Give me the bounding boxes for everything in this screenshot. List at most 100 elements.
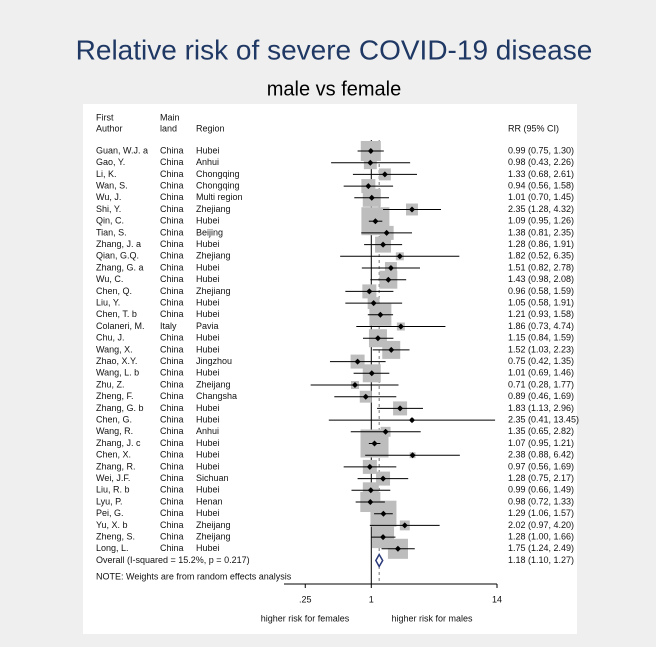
- point-estimate: [387, 265, 394, 271]
- land: China: [160, 297, 184, 307]
- rr-label: 1.51 (0.82, 2.78): [508, 262, 574, 272]
- region: Hubei: [196, 508, 220, 518]
- rr-label: 1.01 (0.69, 1.46): [508, 368, 574, 378]
- author: Li, K.: [96, 169, 117, 179]
- point-estimate: [401, 522, 408, 529]
- rr-label: 0.99 (0.66, 1.49): [508, 485, 574, 495]
- author: Yu, X. b: [96, 520, 128, 530]
- overall-diamond: [374, 552, 384, 569]
- author: Zhang, J. c: [96, 438, 141, 448]
- rr-label: 1.38 (0.81, 2.35): [508, 227, 574, 237]
- rr-label: 1.52 (1.03, 2.23): [508, 344, 574, 354]
- column-header: RR (95% CI): [508, 123, 559, 133]
- rr-label: 0.99 (0.75, 1.30): [508, 145, 574, 155]
- chart-subtitle: male vs female: [267, 78, 402, 100]
- land: China: [160, 356, 184, 366]
- region: Hubei: [196, 239, 220, 249]
- land: China: [160, 204, 184, 214]
- point-estimate: [371, 440, 378, 447]
- rr-label: 1.21 (0.93, 1.58): [508, 309, 574, 319]
- author: Chu, J.: [96, 333, 125, 343]
- region: Chongqing: [196, 169, 240, 179]
- rr-label: 1.83 (1.13, 2.96): [508, 403, 574, 413]
- x-caption: higher risk for females: [261, 613, 350, 623]
- rr-label: 0.96 (0.58, 1.59): [508, 286, 574, 296]
- region: Hubei: [196, 438, 220, 448]
- author: Qian, G.Q.: [96, 251, 139, 261]
- author: Lyu, P.: [96, 496, 123, 506]
- author: Shi, Y.: [96, 204, 121, 214]
- region: Zheijang: [196, 379, 231, 389]
- point-estimate: [380, 510, 387, 517]
- point-estimate: [370, 300, 377, 307]
- region: Hubei: [196, 485, 220, 495]
- rr-label: 1.29 (1.06, 1.57): [508, 508, 574, 518]
- point-estimate: [365, 183, 372, 190]
- region: Beijing: [196, 227, 223, 237]
- point-estimate: [380, 475, 387, 482]
- x-caption: higher risk for males: [391, 613, 473, 623]
- author: Liu, R. b: [96, 485, 130, 495]
- land: China: [160, 414, 184, 424]
- point-estimate: [374, 335, 381, 342]
- rr-label: 0.75 (0.42, 1.35): [508, 356, 574, 366]
- x-tick-label: 14: [492, 594, 502, 604]
- author: Wan, S.: [96, 180, 128, 190]
- author: Wu, J.: [96, 192, 121, 202]
- author: Colaneri, M.: [96, 321, 145, 331]
- column-header: Region: [196, 123, 225, 133]
- author: Zhang, G. a: [96, 262, 144, 272]
- author: Zheng, S.: [96, 531, 135, 541]
- region: Hubei: [196, 450, 220, 460]
- point-estimate: [381, 171, 388, 178]
- x-tick-label: 1: [369, 594, 374, 604]
- point-estimate: [368, 194, 375, 201]
- point-estimate: [367, 499, 374, 505]
- author: Zhang, R.: [96, 461, 136, 471]
- author: Wei, J.F.: [96, 473, 130, 483]
- rr-label: 1.28 (0.75, 2.17): [508, 473, 574, 483]
- point-estimate: [366, 463, 373, 470]
- land: China: [160, 391, 184, 401]
- author: Zhu, Z.: [96, 379, 125, 389]
- author: Chen, G.: [96, 414, 132, 424]
- land: China: [160, 344, 184, 354]
- point-estimate: [396, 253, 403, 260]
- land: China: [160, 286, 184, 296]
- region: Hubei: [196, 344, 220, 354]
- author: Zhang, G. b: [96, 403, 144, 413]
- region: Zhejiang: [196, 251, 231, 261]
- region: Hubei: [196, 216, 220, 226]
- region: Hubei: [196, 309, 220, 319]
- point-estimate: [388, 346, 395, 353]
- author: Pei, G.: [96, 508, 124, 518]
- author: Wu, C.: [96, 274, 123, 284]
- chart-title: Relative risk of severe COVID-19 disease: [76, 34, 593, 65]
- region: Anhui: [196, 157, 219, 167]
- point-estimate: [368, 370, 375, 377]
- land: China: [160, 239, 184, 249]
- rr-label: 1.05 (0.58, 1.91): [508, 297, 574, 307]
- point-estimate: [372, 218, 379, 225]
- rr-label: 1.07 (0.95, 1.21): [508, 438, 574, 448]
- rr-label: 1.18 (1.10, 1.27): [508, 555, 574, 565]
- land: China: [160, 461, 184, 471]
- region: Zheijang: [196, 531, 231, 541]
- land: China: [160, 379, 184, 389]
- region: Hubei: [196, 461, 220, 471]
- rr-label: 1.82 (0.52, 6.35): [508, 251, 574, 261]
- region: Hubei: [196, 297, 220, 307]
- point-estimate: [408, 417, 415, 424]
- land: China: [160, 157, 184, 167]
- rr-label: 1.09 (0.95, 1.26): [508, 216, 574, 226]
- overall-label: Overall (I-squared = 15.2%, p = 0.217): [96, 555, 250, 565]
- rr-label: 0.94 (0.56, 1.58): [508, 180, 574, 190]
- author: Chen, Q.: [96, 286, 132, 296]
- point-estimate: [397, 405, 404, 412]
- point-estimate: [409, 452, 416, 459]
- author: Chen, X.: [96, 450, 131, 460]
- note: NOTE: Weights are from random effects an…: [96, 571, 292, 581]
- point-estimate: [367, 148, 374, 154]
- point-estimate: [394, 545, 401, 552]
